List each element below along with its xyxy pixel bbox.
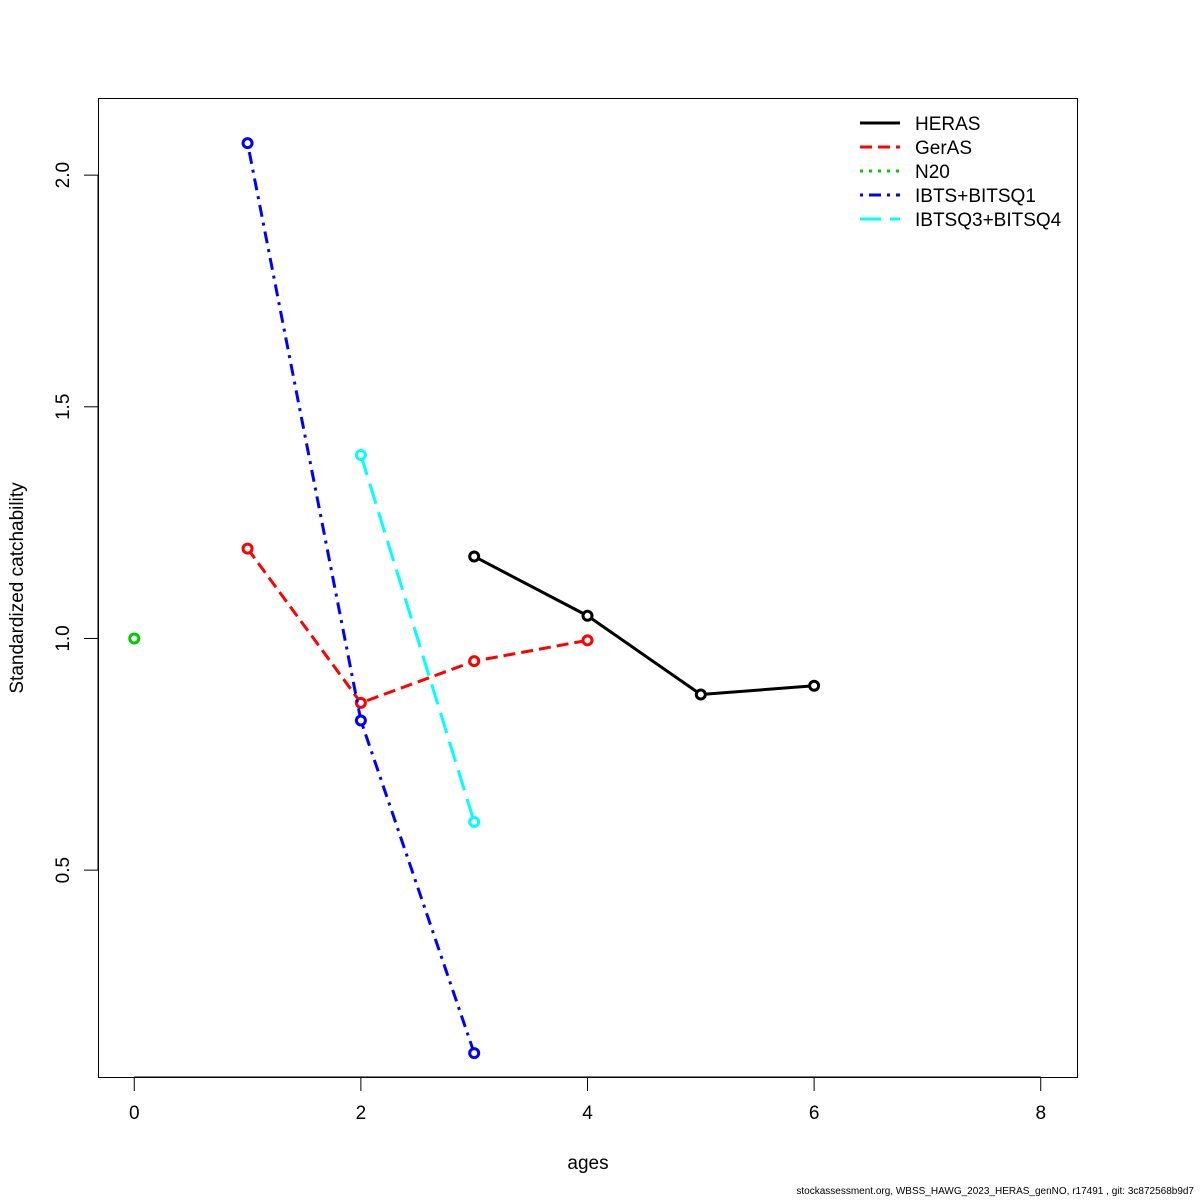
series-line xyxy=(246,547,588,705)
series-n20 xyxy=(128,632,141,645)
legend-label: HERAS xyxy=(915,114,980,135)
data-point xyxy=(468,655,481,668)
data-point xyxy=(354,696,367,709)
series-line xyxy=(359,454,476,823)
series-geras xyxy=(241,542,594,709)
data-point xyxy=(354,448,367,461)
y-tick-label: 0.5 xyxy=(53,857,74,883)
data-point xyxy=(354,714,367,727)
data-point xyxy=(468,815,481,828)
data-point xyxy=(241,137,254,150)
x-tick-label: 4 xyxy=(582,1103,593,1124)
legend-label: IBTSQ3+BITSQ4 xyxy=(915,210,1062,231)
legend: HERAS GerAS N20 IBTS+BITSQ1 IBTSQ3+BITSQ4 xyxy=(860,114,1062,231)
y-tick-label: 1.5 xyxy=(53,394,74,420)
series-layer xyxy=(128,137,821,1060)
x-tick-label: 6 xyxy=(809,1103,820,1124)
x-axis-title: ages xyxy=(567,1153,608,1174)
data-point xyxy=(581,634,594,647)
data-point xyxy=(241,542,254,555)
data-point xyxy=(581,609,594,622)
legend-label: GerAS xyxy=(915,138,972,159)
x-axis: 0 2 4 6 8 xyxy=(129,1076,1046,1124)
series-heras xyxy=(468,550,821,701)
data-point xyxy=(128,632,141,645)
plot-frame xyxy=(98,98,1078,1078)
y-axis: 0.5 1.0 1.5 2.0 xyxy=(53,162,99,883)
data-point xyxy=(808,679,821,692)
data-point xyxy=(468,1047,481,1060)
series-line xyxy=(473,555,815,697)
x-tick-label: 2 xyxy=(356,1103,367,1124)
series-line xyxy=(246,142,476,1054)
footer-note: stockassessment.org, WBSS_HAWG_2023_HERA… xyxy=(796,1186,1194,1197)
y-tick-label: 2.0 xyxy=(53,162,74,188)
x-tick-label: 8 xyxy=(1035,1103,1046,1124)
data-point xyxy=(694,688,707,701)
legend-label: N20 xyxy=(915,162,950,183)
series-ibts-bitsq1 xyxy=(241,137,481,1060)
x-tick-label: 0 xyxy=(129,1103,140,1124)
legend-label: IBTS+BITSQ1 xyxy=(915,186,1036,207)
y-axis-title: Standardized catchability xyxy=(7,482,28,694)
series-ibtsq3-bitsq4 xyxy=(354,448,481,828)
data-point xyxy=(468,550,481,563)
y-tick-label: 1.0 xyxy=(53,625,74,651)
